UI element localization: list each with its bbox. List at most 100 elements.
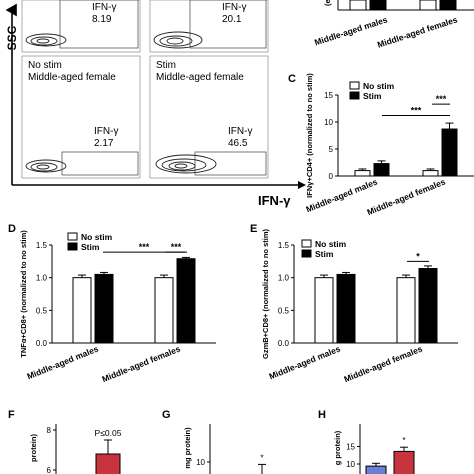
bar-nostim-0 — [354, 170, 371, 177]
legend-label-stim: Stim — [315, 249, 334, 259]
y-tick-label: 1.0 — [36, 274, 48, 283]
legend-label-nostim: No stim — [81, 232, 113, 242]
chart-h: 15 10 g protein) * — [333, 424, 415, 474]
gate-label-3: IFN-γ — [94, 126, 118, 137]
chart-d: 0.0 0.5 1.0 1.5 Middle-aged males Middle-aged… — [19, 230, 216, 384]
legend-swatch-stim — [349, 91, 360, 100]
y-axis-label: GzmB+CD8+ (normalized to no stim) — [261, 228, 270, 359]
condition-label-4: Stim — [156, 60, 176, 71]
y-tick-label: 1.0 — [278, 274, 290, 283]
contour-3 — [25, 159, 67, 173]
category-label: Middle-aged males — [25, 343, 100, 381]
panel-letter-c: C — [288, 73, 296, 85]
legend-swatch-stim — [67, 242, 78, 251]
category-label: Middle-aged females — [365, 176, 447, 217]
gate-1 — [59, 0, 139, 49]
flow-plot-3 — [21, 55, 141, 179]
y-tick-label: 10 — [324, 118, 333, 127]
bar-1 — [393, 450, 415, 474]
significance-label: P≤0.05 — [95, 428, 122, 438]
significance-label: *** — [436, 94, 447, 104]
legend-label-nostim: No stim — [363, 81, 395, 91]
significance-label: * — [416, 251, 420, 261]
ifng-axis-label: IFN-γ — [258, 193, 291, 208]
y-tick-label: 15 — [346, 443, 355, 452]
legend-label-stim: Stim — [363, 91, 382, 101]
y-axis-label: g protein) — [333, 430, 342, 465]
group-label-4: Middle-aged female — [156, 72, 244, 83]
flow-plot-2 — [149, 0, 269, 53]
panel-letter-g: G — [162, 409, 171, 421]
chart-e: 0.0 0.5 1.0 1.5 Middle-aged males Middle-aged… — [261, 228, 458, 384]
bar-nostim-0 — [314, 277, 334, 344]
significance-label: *** — [411, 106, 422, 116]
legend-swatch-nostim — [349, 81, 360, 90]
legend-label-stim: Stim — [81, 242, 100, 252]
significance-label: *** — [171, 242, 182, 252]
flow-plot-4 — [149, 55, 269, 179]
contour-1 — [25, 33, 67, 47]
bar-nostim-1 — [419, 0, 437, 11]
gate-4 — [194, 151, 267, 176]
y-tick-label: 5 — [329, 145, 334, 154]
y-tick-label: 1.5 — [278, 241, 290, 250]
panel-letter-f: F — [8, 409, 15, 421]
bar-stim-0 — [94, 273, 114, 344]
legend-label-nostim: No stim — [315, 239, 347, 249]
y-axis-label: mg protein) — [183, 427, 192, 469]
gate-label-4: IFN-γ — [228, 126, 252, 137]
y-axis-label: protein) — [29, 434, 38, 462]
bar-nostim-1 — [396, 277, 416, 344]
gate-2 — [189, 0, 267, 49]
panel-letter-e: E — [250, 223, 257, 235]
bar-nostim-1 — [422, 170, 439, 177]
significance-label: * — [402, 435, 406, 445]
y-tick-label: 10 — [346, 460, 355, 469]
gate-value-4: 46.5 — [228, 138, 248, 149]
bar-0 — [95, 453, 121, 474]
bar-0 — [365, 465, 387, 474]
y-tick-label: 0.5 — [36, 306, 48, 315]
condition-label-3: No stim — [28, 60, 62, 71]
gate-label-1: IFN-γ — [92, 2, 116, 13]
gate-value-1: 8.19 — [92, 14, 112, 25]
category-label: Middle-aged females — [342, 343, 424, 384]
y-tick-label: 0.5 — [278, 306, 290, 315]
y-tick-label: 6 — [47, 466, 52, 474]
y-tick-label: 10 — [196, 458, 205, 467]
flow-cytometry-panel: SSC IFN-γ IFN-γ 8.19 IFN-γ 20.1 No stim — [5, 0, 306, 208]
panel-letter-h: H — [318, 409, 326, 421]
legend-swatch-stim — [301, 249, 312, 258]
y-tick-label: 0 — [329, 172, 334, 181]
bar-nostim-1 — [154, 277, 174, 344]
bar-stim-1 — [439, 0, 457, 11]
bar-stim-0 — [336, 273, 356, 344]
flow-plot-1 — [21, 0, 141, 53]
ssc-axis-label: SSC — [5, 25, 19, 50]
bar-stim-1 — [441, 128, 458, 177]
contour-4 — [155, 154, 217, 174]
bar-nostim-0 — [72, 277, 92, 344]
y-tick-label: 0.0 — [278, 339, 290, 348]
bar-nostim-0 — [349, 0, 367, 11]
bar-stim-1 — [418, 268, 438, 344]
significance-label: * — [260, 452, 264, 462]
legend-swatch-nostim — [67, 232, 78, 241]
group-label-3: Middle-aged female — [28, 72, 116, 83]
contour-2 — [153, 31, 203, 49]
y-axis-label: IFNγ+CD4+ (normalized to no stim) — [305, 73, 314, 198]
y-axis-label: TNFα+CD8+ (normalized to no stim) — [19, 230, 28, 358]
legend-swatch-nostim — [301, 239, 312, 248]
gate-3 — [61, 151, 139, 176]
panel-letter-d: D — [8, 223, 16, 235]
significance-label: *** — [139, 242, 150, 252]
category-label: Middle-aged females — [100, 343, 182, 384]
gate-value-3: 2.17 — [94, 138, 114, 149]
gate-value-2: 20.1 — [222, 14, 242, 25]
bar-stim-0 — [373, 163, 390, 177]
y-axis-label-partial: (e — [323, 0, 332, 6]
category-label: Middle-aged females — [376, 14, 459, 49]
